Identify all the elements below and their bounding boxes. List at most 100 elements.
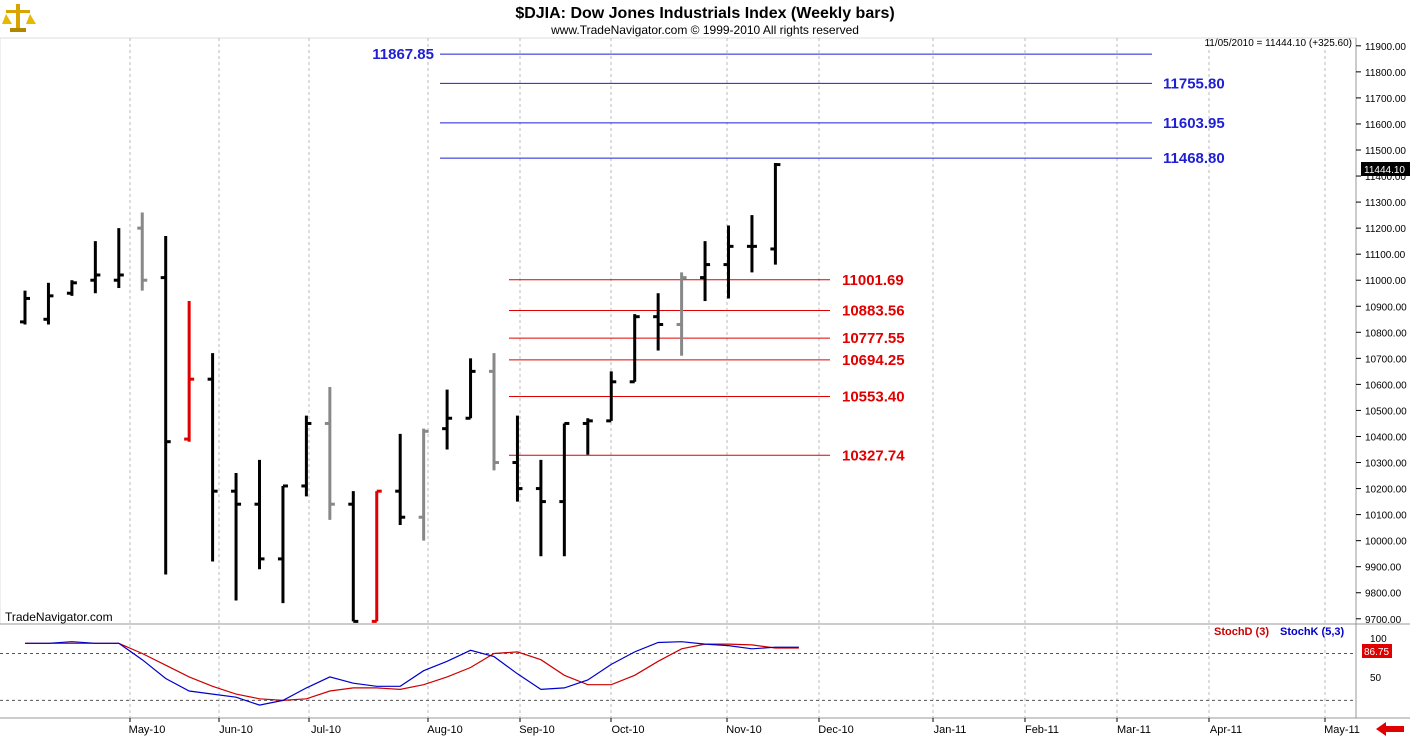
fib-extension-label: 11867.85 — [372, 46, 434, 63]
ohlc-bar — [606, 371, 617, 423]
time-tick-label: Jul-10 — [311, 724, 341, 736]
price-tick-label: 11600.00 — [1365, 120, 1406, 131]
ohlc-bar — [231, 472, 242, 601]
fib-extension-label: 11603.95 — [1163, 115, 1225, 132]
ohlc-bar — [160, 235, 171, 575]
stochd-line — [25, 642, 799, 702]
ohlc-bar — [582, 418, 593, 455]
price-tick-label: 10700.00 — [1365, 354, 1407, 365]
stochk-line — [25, 641, 799, 706]
fib-retracement-label: 10694.25 — [842, 352, 905, 369]
time-tick-label: Nov-10 — [726, 724, 761, 736]
time-tick-label: Jun-10 — [219, 724, 253, 736]
ohlc-bar — [90, 241, 101, 294]
price-tick-label: 9900.00 — [1365, 563, 1402, 574]
grid-lines — [129, 38, 1326, 718]
ohlc-bar — [770, 163, 781, 265]
ohlc-bar — [700, 241, 711, 302]
ohlc-bar — [20, 290, 30, 325]
ohlc-bar — [629, 314, 640, 384]
time-tick-label: Apr-11 — [1210, 724, 1242, 736]
ohlc-bar — [207, 353, 218, 562]
watermark-text: TradeNavigator.com — [5, 610, 113, 624]
ohlc-bar — [489, 353, 499, 471]
time-axis: May-10 Jun-10 Jul-10 Aug-10 Sep-10 Oct-10 Nov-… — [129, 718, 1360, 736]
time-tick-label: Sep-10 — [519, 724, 554, 736]
ohlc-bar — [137, 212, 148, 291]
ohlc-bar — [277, 484, 288, 604]
stoch-last-marker: 86.75 — [1362, 644, 1392, 658]
ohlc-bar — [254, 459, 265, 570]
fibonacci-levels: 11867.85 11755.80 11603.95 11468.80 11001.69… — [372, 46, 1225, 464]
fib-retracement-label: 10883.56 — [842, 303, 905, 320]
fib-retracement-label: 10777.55 — [842, 330, 905, 347]
ohlc-bar — [676, 272, 687, 356]
left-arrow-icon[interactable] — [1372, 722, 1406, 736]
scales-logo-icon — [2, 4, 36, 32]
time-tick-label: May-11 — [1324, 724, 1360, 736]
price-axis: 9700.00 9800.00 9900.00 10000.00 10100.00 102… — [1356, 42, 1407, 626]
price-tick-label: 11500.00 — [1365, 146, 1406, 157]
copyright-text: www.TradeNavigator.com © 1999-2010 All r… — [550, 23, 859, 37]
ohlc-bar — [653, 293, 664, 351]
price-tick-label: 10300.00 — [1365, 459, 1407, 470]
price-tick-label: 10800.00 — [1365, 328, 1407, 339]
ohlc-bar — [512, 415, 523, 502]
price-tick-label: 9700.00 — [1365, 615, 1402, 626]
time-tick-label: Dec-10 — [818, 724, 853, 736]
ohlc-bar — [535, 459, 546, 557]
price-bars — [20, 163, 781, 623]
ohlc-bar — [301, 415, 312, 497]
ohlc-bar — [723, 225, 734, 299]
time-tick-label: May-10 — [129, 724, 166, 736]
price-tick-label: 10200.00 — [1365, 485, 1407, 496]
price-tick-label: 11400.00 — [1365, 172, 1406, 183]
ohlc-bar — [113, 228, 124, 289]
ohlc-bar — [418, 428, 429, 541]
stochk-legend: StochK (5,3) — [1280, 626, 1345, 638]
price-tick-label: 10100.00 — [1365, 511, 1407, 522]
svg-text:11444.10: 11444.10 — [1364, 165, 1405, 176]
price-tick-label: 11800.00 — [1365, 68, 1406, 79]
time-tick-label: Oct-10 — [611, 724, 644, 736]
ohlc-bar — [324, 386, 335, 520]
price-pane-frame — [0, 37, 1357, 625]
price-tick-label: 11100.00 — [1365, 250, 1406, 261]
ohlc-bar — [465, 358, 476, 420]
time-tick-label: Aug-10 — [427, 724, 462, 736]
svg-text:86.75: 86.75 — [1364, 647, 1389, 658]
ohlc-bar — [66, 280, 77, 296]
stoch-tick-label: 100 — [1370, 634, 1387, 645]
price-tick-label: 9800.00 — [1365, 589, 1402, 600]
fib-extension-label: 11755.80 — [1163, 75, 1225, 92]
price-tick-label: 11900.00 — [1365, 42, 1406, 53]
last-value-info: 11/05/2010 = 11444.10 (+325.60) — [1204, 38, 1352, 49]
ohlc-bar — [395, 433, 406, 526]
price-tick-label: 10400.00 — [1365, 432, 1407, 443]
stochastic-pane: 50 100 — [0, 634, 1387, 706]
ohlc-bar — [371, 489, 382, 623]
time-tick-label: Mar-11 — [1117, 724, 1151, 736]
price-tick-label: 10900.00 — [1365, 302, 1407, 313]
fib-retracement-label: 10327.74 — [842, 447, 905, 464]
price-tick-label: 11000.00 — [1365, 276, 1406, 287]
fib-retracement-label: 10553.40 — [842, 389, 905, 406]
stoch-tick-label: 50 — [1370, 673, 1382, 684]
ohlc-bar — [559, 421, 570, 557]
price-tick-label: 11300.00 — [1365, 198, 1406, 209]
time-tick-label: Feb-11 — [1025, 724, 1059, 736]
time-tick-label: Jan-11 — [934, 724, 967, 736]
stochd-legend: StochD (3) — [1214, 626, 1269, 638]
ohlc-bar — [184, 301, 195, 442]
ohlc-bar — [348, 491, 359, 623]
ohlc-bar — [442, 389, 453, 450]
ohlc-bar — [43, 282, 54, 325]
fib-retracement-label: 11001.69 — [842, 272, 904, 289]
price-tick-label: 10500.00 — [1365, 406, 1407, 417]
ohlc-bar — [746, 215, 757, 273]
chart-title: $DJIA: Dow Jones Industrials Index (Week… — [515, 5, 894, 22]
price-tick-label: 10600.00 — [1365, 380, 1407, 391]
fib-extension-label: 11468.80 — [1163, 150, 1225, 167]
last-price-marker: 11444.10 — [1361, 162, 1410, 176]
